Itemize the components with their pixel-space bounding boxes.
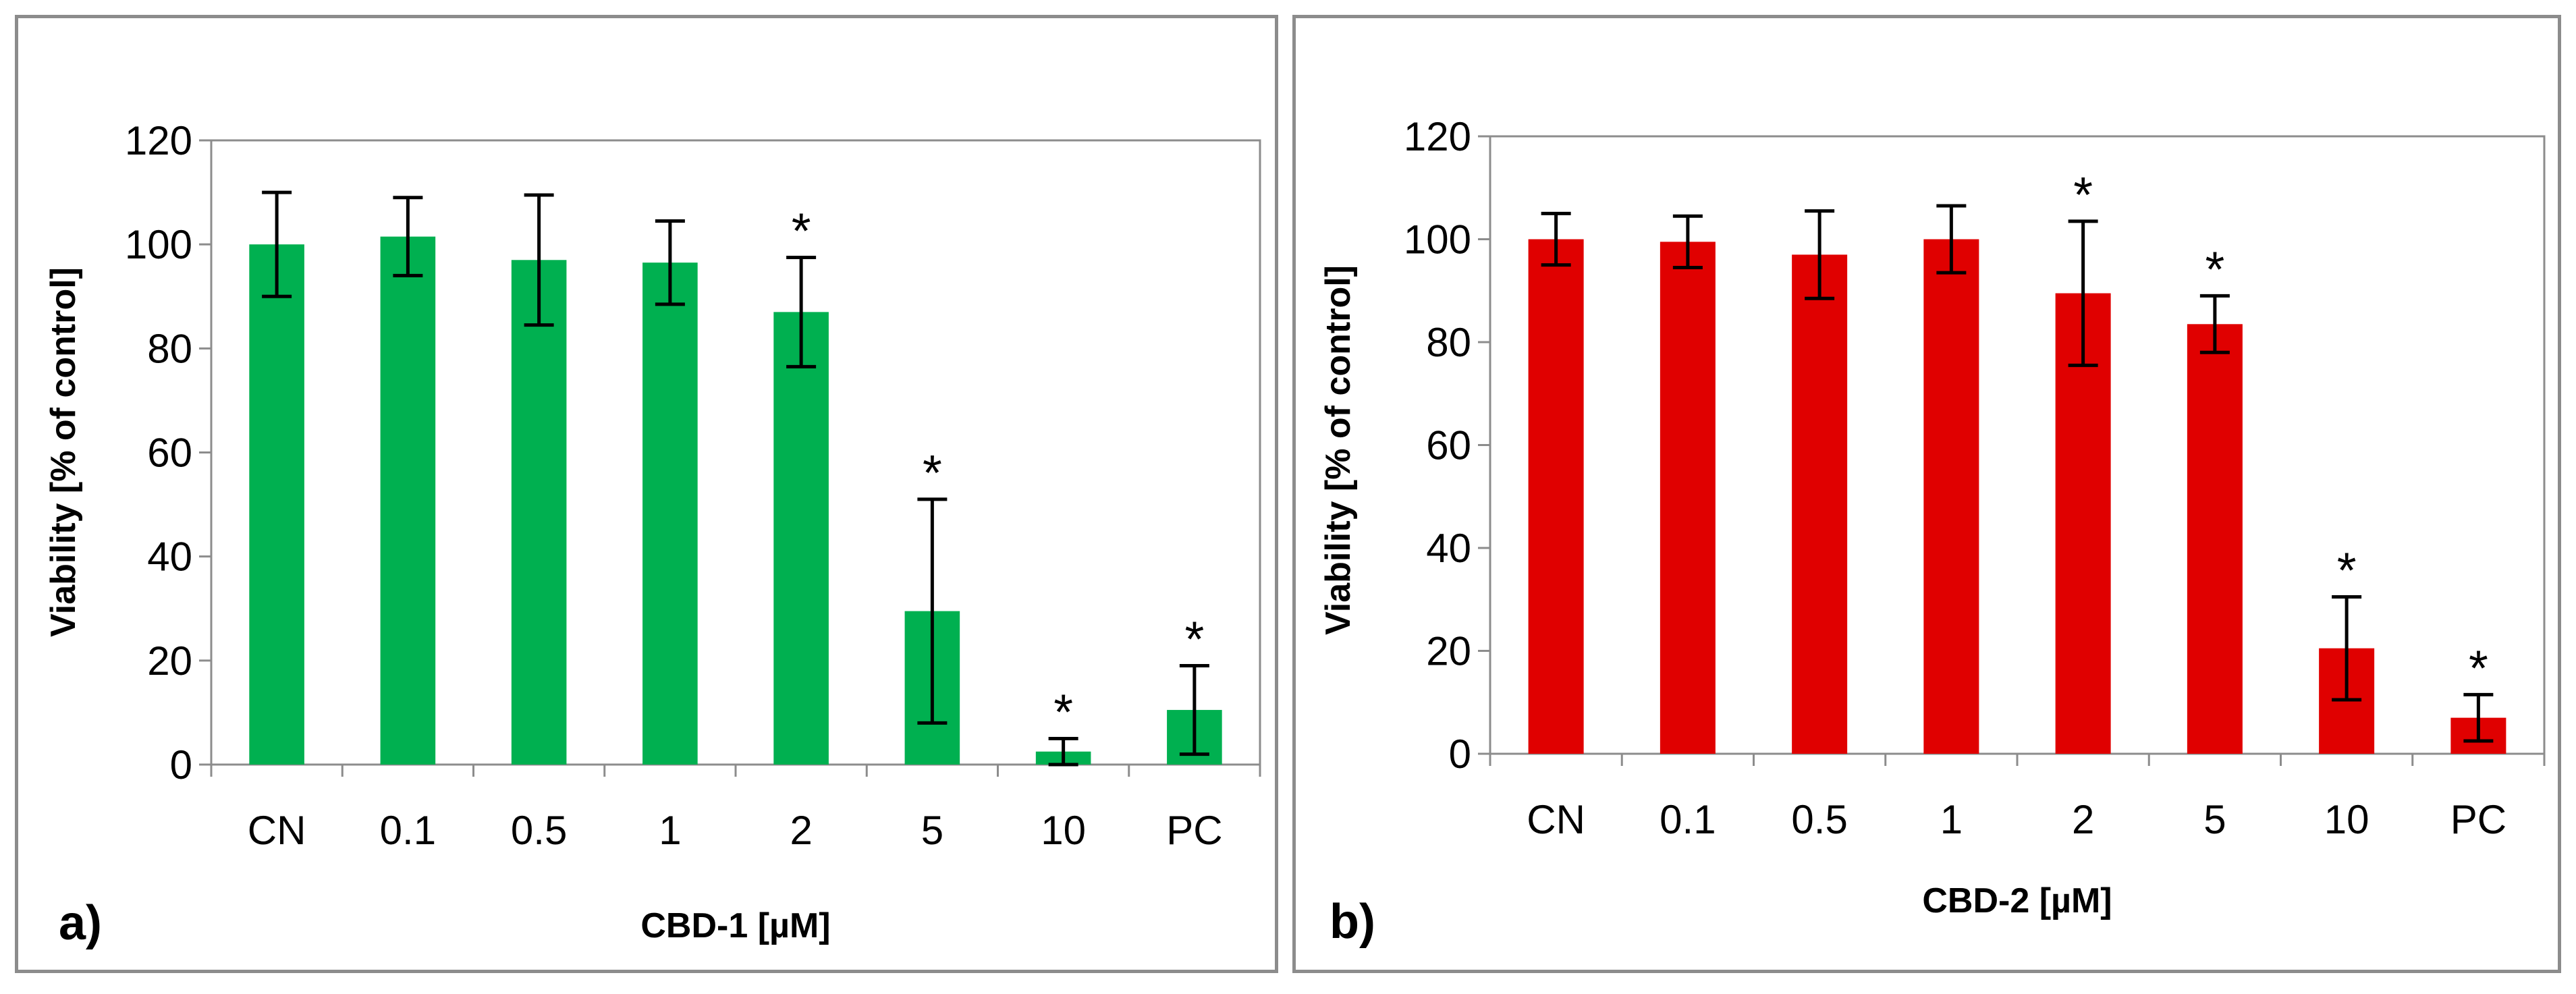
significance-star: * [2073,167,2093,223]
y-axis-label: Viability [% of control] [1319,265,1358,635]
significance-star: * [2469,640,2488,696]
chart-a-svg: 0 20 40 60 80 100 120 CN 0.1 0.5 1 * 2 * 5 * 10 * PC CBD-1 … [44,118,1261,950]
bar [1660,242,1716,754]
plot-area [1489,135,2546,755]
y-tick-label: 40 [1426,526,1471,571]
x-tick-label: CN [1527,797,1585,842]
x-tick-label: 0.1 [1660,797,1716,842]
chart-panel-a: 0 20 40 60 80 100 120 CN 0.1 0.5 1 * 2 * 5 * 10 * PC CBD-1 … [15,15,1278,973]
y-tick-label: 120 [1404,114,1471,159]
x-tick-label: 10 [2324,797,2369,842]
x-tick-label: CN [248,808,306,853]
x-tick-label: 0.5 [1791,797,1847,842]
y-tick-label: 60 [1426,423,1471,468]
bar [249,244,304,765]
chart-b-svg: 0 20 40 60 80 100 120 CN 0.1 0.5 1 * 2 * 5 * 10 * PC CBD-2 … [1319,114,2546,949]
bar [380,236,436,765]
x-tick-label: 5 [921,808,943,853]
chart-panel-b: 0 20 40 60 80 100 120 CN 0.1 0.5 1 * 2 * 5 * 10 * PC CBD-2 … [1292,15,2561,973]
bar [511,260,567,765]
x-tick-label: 1 [659,808,681,853]
bar [1792,254,1848,754]
y-tick-label: 60 [147,431,192,476]
x-tick-label: 10 [1041,808,1086,853]
panel-label: b) [1330,895,1375,949]
y-tick-label: 100 [1404,217,1471,263]
y-tick-label: 20 [147,638,192,684]
x-tick-label: PC [2450,797,2506,842]
panel-label: a) [59,896,102,950]
significance-star: * [923,445,942,501]
significance-star: * [1053,684,1073,740]
y-axis-label: Viability [% of control] [44,267,83,637]
significance-star: * [1184,611,1204,667]
x-tick-label: PC [1166,808,1222,853]
y-tick-label: 100 [125,222,192,267]
y-tick-label: 0 [170,742,192,788]
x-tick-label: 2 [790,808,812,853]
bar [642,263,698,765]
bar [1528,239,1584,754]
y-tick-label: 0 [1449,731,1471,777]
y-tick-label: 80 [147,326,192,371]
bar [2055,293,2111,754]
y-tick-label: 120 [125,118,192,163]
bar [1923,239,1979,754]
x-axis-label: CBD-1 [µM] [640,906,830,945]
bar [2187,324,2243,754]
bar [773,312,829,765]
y-tick-label: 80 [1426,320,1471,365]
significance-star: * [2205,241,2224,297]
significance-star: * [792,202,811,258]
y-tick-label: 20 [1426,629,1471,674]
x-tick-label: 0.5 [511,808,567,853]
x-tick-label: 0.1 [380,808,436,853]
y-tick-label: 40 [147,534,192,580]
x-tick-label: 2 [2072,797,2094,842]
x-tick-label: 1 [1940,797,1963,842]
x-tick-label: 5 [2203,797,2226,842]
x-axis-label: CBD-2 [µM] [1922,881,2112,920]
significance-star: * [2337,542,2357,598]
plot-area [210,139,1261,766]
